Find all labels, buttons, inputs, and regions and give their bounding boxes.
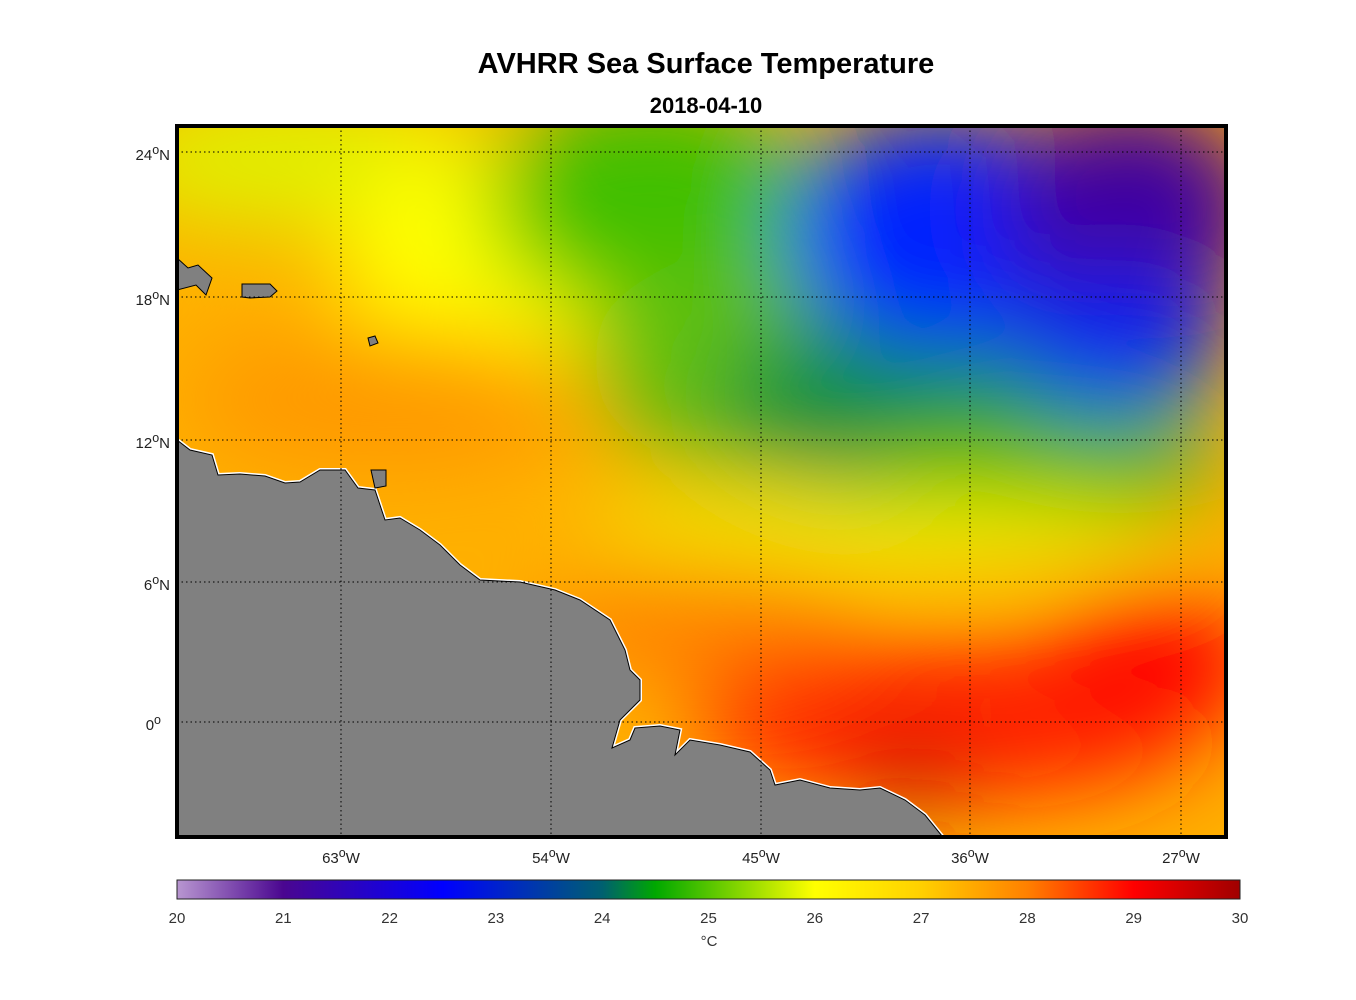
- colorbar-tick-label: 20: [168, 910, 186, 927]
- colorbar-tick-label: 30: [1231, 910, 1249, 927]
- lat-label: 6oN: [143, 573, 170, 594]
- lat-label: 18oN: [135, 288, 170, 309]
- lon-label: 54oW: [532, 846, 570, 867]
- colorbar: [176, 879, 1241, 900]
- map-title: AVHRR Sea Surface Temperature: [477, 48, 935, 80]
- map-subtitle: 2018-04-10: [649, 93, 763, 118]
- lon-label: 27oW: [1162, 846, 1200, 867]
- sst-field: [177, 126, 1226, 837]
- lat-label: 24oN: [135, 143, 170, 164]
- lat-label: 0o: [145, 713, 161, 734]
- lat-label: 12oN: [135, 431, 170, 452]
- colorbar-tick-label: 23: [487, 910, 505, 927]
- colorbar-unit: °C: [700, 933, 718, 950]
- lon-label: 45oW: [742, 846, 780, 867]
- graticule: [177, 126, 1226, 837]
- colorbar-tick-label: 22: [381, 910, 398, 927]
- colorbar-tick-label: 27: [912, 910, 930, 927]
- colorbar-tick-label: 28: [1019, 910, 1036, 927]
- lon-label: 36oW: [951, 846, 989, 867]
- colorbar-tick-label: 24: [593, 910, 611, 927]
- colorbar-tick-label: 26: [806, 910, 824, 927]
- land: [177, 257, 946, 837]
- colorbar-tick-label: 25: [700, 910, 717, 927]
- map-frame: [175, 124, 1228, 839]
- colorbar-tick-label: 21: [274, 910, 292, 927]
- colorbar-tick-label: 29: [1125, 910, 1143, 927]
- lon-label: 63oW: [322, 846, 360, 867]
